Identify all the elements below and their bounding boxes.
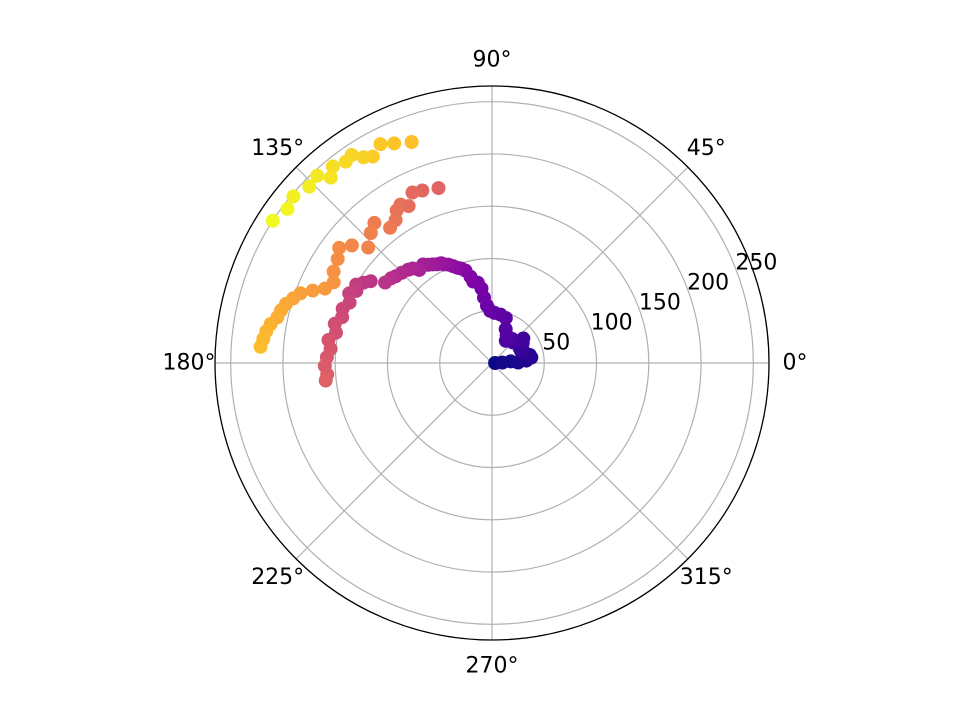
theta-tick-label: 0° xyxy=(783,351,808,376)
r-tick-label: 200 xyxy=(687,271,729,296)
scatter-point xyxy=(361,240,376,255)
r-tick-label: 150 xyxy=(639,291,681,316)
scatter-point xyxy=(326,264,341,279)
scatter-point xyxy=(344,238,359,253)
scatter-point xyxy=(498,322,513,337)
angular-gridline xyxy=(491,362,689,560)
theta-tick-label: 180° xyxy=(163,351,216,376)
r-tick-label: 50 xyxy=(542,331,570,356)
scatter-point xyxy=(387,136,402,151)
scatter-point xyxy=(516,331,531,346)
theta-tick-label: 315° xyxy=(680,565,733,590)
scatter-point xyxy=(332,240,347,255)
tick-labels: 0° 45° 90° 135° 180° 225° 270° 315° 50 1001502002… xyxy=(163,48,808,679)
scatter-point xyxy=(405,185,420,200)
scatter-point xyxy=(310,168,325,183)
scatter-point xyxy=(286,189,301,204)
theta-tick-label: 45° xyxy=(687,136,726,161)
scatter-point xyxy=(317,281,332,296)
scatter-point xyxy=(383,220,398,235)
scatter-point xyxy=(325,159,340,174)
scatter-point xyxy=(404,135,419,149)
theta-tick-label: 270° xyxy=(466,654,519,679)
scatter-point xyxy=(302,179,317,194)
theta-tick-label: 225° xyxy=(251,565,304,590)
theta-tick-label: 90° xyxy=(473,48,512,73)
angular-gridline xyxy=(295,166,493,364)
scatter-point xyxy=(253,339,268,354)
scatter-point xyxy=(318,373,333,388)
scatter-point xyxy=(363,226,378,240)
scatter-point xyxy=(373,137,388,152)
scatter-point xyxy=(431,181,446,196)
scatter-point xyxy=(330,252,345,266)
r-tick-label: 250 xyxy=(735,251,777,276)
scatter-point xyxy=(305,283,320,298)
polar-grid xyxy=(215,86,769,640)
polar-frame xyxy=(214,85,770,641)
scatter-point xyxy=(356,150,371,165)
scatter-points xyxy=(253,135,539,388)
scatter-point xyxy=(378,275,393,290)
scatter-point xyxy=(280,201,295,216)
polar-outline xyxy=(214,85,770,641)
scatter-point xyxy=(323,170,338,185)
scatter-point xyxy=(265,213,280,228)
theta-tick-label: 135° xyxy=(251,136,304,161)
scatter-point xyxy=(338,154,353,169)
r-tick-label: 100 xyxy=(591,311,633,336)
angular-gridline xyxy=(295,362,493,560)
angular-gridline xyxy=(491,166,689,364)
